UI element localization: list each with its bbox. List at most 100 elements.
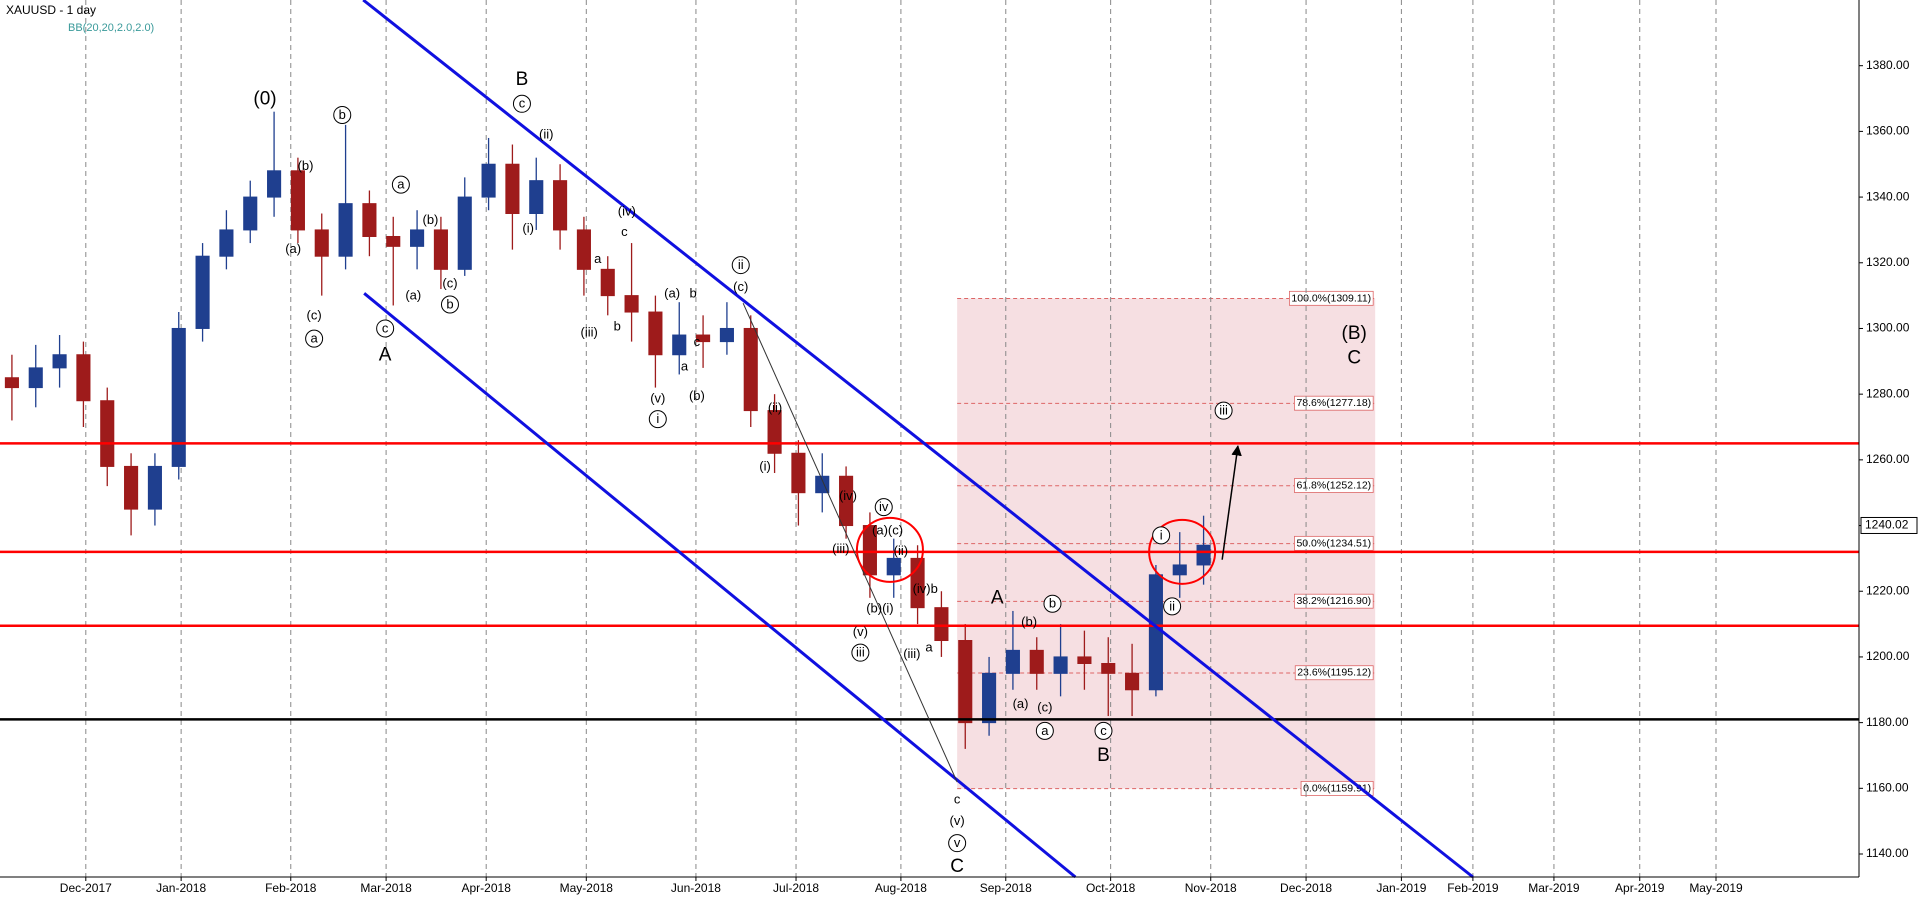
x-tick-label: Apr-2019 (1615, 881, 1665, 895)
candle-body (529, 180, 544, 215)
y-tick-label: 1320.00 (1866, 255, 1910, 269)
wave-circle (874, 498, 893, 517)
candle-body (267, 170, 282, 198)
x-tick-label: Jan-2018 (156, 881, 206, 895)
wave-label: (v) (950, 813, 965, 828)
wave-circle (376, 319, 395, 338)
wave-label: iv (879, 499, 889, 514)
wave-circle (1035, 721, 1054, 740)
annotation-layer: (0)b(b)(a)(c)aBc(ii)(i)a(b)(a)(c)bcA(iv)… (253, 69, 1366, 877)
wave-label: a (1041, 723, 1049, 738)
wave-label: (ii) (539, 126, 553, 141)
candle-body (314, 229, 329, 257)
candle-body (290, 170, 305, 231)
wave-label: C (950, 856, 964, 877)
wave-label: (b) (689, 388, 705, 403)
fib-label-box (1294, 535, 1374, 551)
candle-body (76, 354, 91, 402)
x-tick-label: Aug-2018 (875, 881, 927, 895)
candle-body (767, 410, 782, 454)
wave-label: A (991, 587, 1004, 608)
wave-circle (648, 410, 667, 429)
wave-label: (0) (253, 88, 276, 109)
wave-label: b (689, 285, 696, 300)
highlight-circle (855, 516, 924, 583)
wave-label: (a) (405, 288, 421, 303)
wave-label: b (1049, 596, 1056, 611)
wave-circle (1163, 597, 1182, 616)
line-layer (0, 0, 1859, 879)
wave-label: b (339, 107, 346, 122)
candle-body (791, 452, 806, 494)
candle-body (362, 203, 377, 237)
wave-label: v (954, 835, 961, 850)
last-price-box (1860, 516, 1918, 534)
candle-body (195, 255, 210, 329)
wave-label: (iv) (618, 203, 636, 218)
candle-body (839, 475, 854, 527)
candle-body (171, 327, 186, 467)
x-tick-label: Nov-2018 (1185, 881, 1237, 895)
fib-label: 100.0%(1309.11) (1291, 292, 1371, 304)
fib-layer: 100.0%(1309.11) 78.6%(1277.18) 61.8%(1252.… (957, 290, 1376, 796)
fib-label: 23.6%(1195.12) (1297, 667, 1371, 679)
wave-label: (iv)b (913, 581, 938, 596)
candle-body (338, 203, 353, 257)
candle-body (481, 163, 496, 198)
highlight-circle (1148, 518, 1217, 585)
target-arrow (1221, 445, 1242, 560)
x-tick-label: Dec-2018 (1280, 881, 1332, 895)
wave-label: c (382, 320, 389, 335)
wave-circle (1043, 594, 1062, 613)
x-tick-label: Dec-2017 (60, 881, 112, 895)
wave-label: iii (856, 645, 865, 660)
candle-body (886, 557, 901, 576)
candle-body (576, 229, 591, 270)
wave-label: a (925, 640, 933, 655)
candle-body (1077, 656, 1092, 664)
wave-label: (v) (853, 624, 868, 639)
candle-body (457, 196, 472, 270)
candle-body (1053, 656, 1068, 674)
fib-label: 78.6%(1277.18) (1296, 397, 1371, 409)
candle-body (1029, 649, 1044, 674)
wave-label: (v) (650, 390, 665, 405)
candle-body (600, 268, 615, 297)
y-tick-label: 1340.00 (1866, 189, 1910, 203)
wave-label: ii (738, 257, 744, 272)
wave-circle (948, 834, 967, 853)
candle-body (52, 354, 67, 369)
candle-body (1172, 564, 1187, 576)
y-tick-label: 1360.00 (1866, 124, 1910, 138)
candle-body (100, 400, 115, 467)
y-tick-label: 1380.00 (1866, 58, 1910, 72)
x-tick-label: May-2018 (560, 881, 614, 895)
wave-label: iii (1219, 403, 1228, 418)
candle-body (147, 465, 162, 510)
wave-label: (c) (307, 307, 322, 322)
wave-label: i (656, 411, 659, 426)
y-tick-label: 1180.00 (1866, 715, 1909, 729)
candle-body (433, 229, 448, 270)
wave-label: ii (1169, 598, 1175, 613)
trend-line (363, 292, 1077, 879)
wave-label: (b) (422, 212, 438, 227)
candle-body (28, 367, 43, 389)
y-tick-label: 1200.00 (1866, 649, 1910, 663)
wave-label: B (1097, 745, 1110, 766)
candle-body (1101, 662, 1116, 674)
x-tick-label: Apr-2018 (462, 881, 512, 895)
candle-body (410, 229, 425, 247)
wave-circle (731, 256, 750, 275)
wave-label: b (446, 296, 453, 311)
wave-circle (333, 105, 352, 124)
x-tick-label: Jan-2019 (1376, 881, 1426, 895)
candle-body (982, 672, 997, 724)
wave-label: (ii) (768, 400, 782, 415)
wave-circle (391, 175, 410, 194)
candle-body (1005, 649, 1020, 674)
wave-circle (851, 643, 870, 662)
fib-label: 38.2%(1216.90) (1296, 595, 1371, 607)
candle-body (505, 163, 520, 215)
